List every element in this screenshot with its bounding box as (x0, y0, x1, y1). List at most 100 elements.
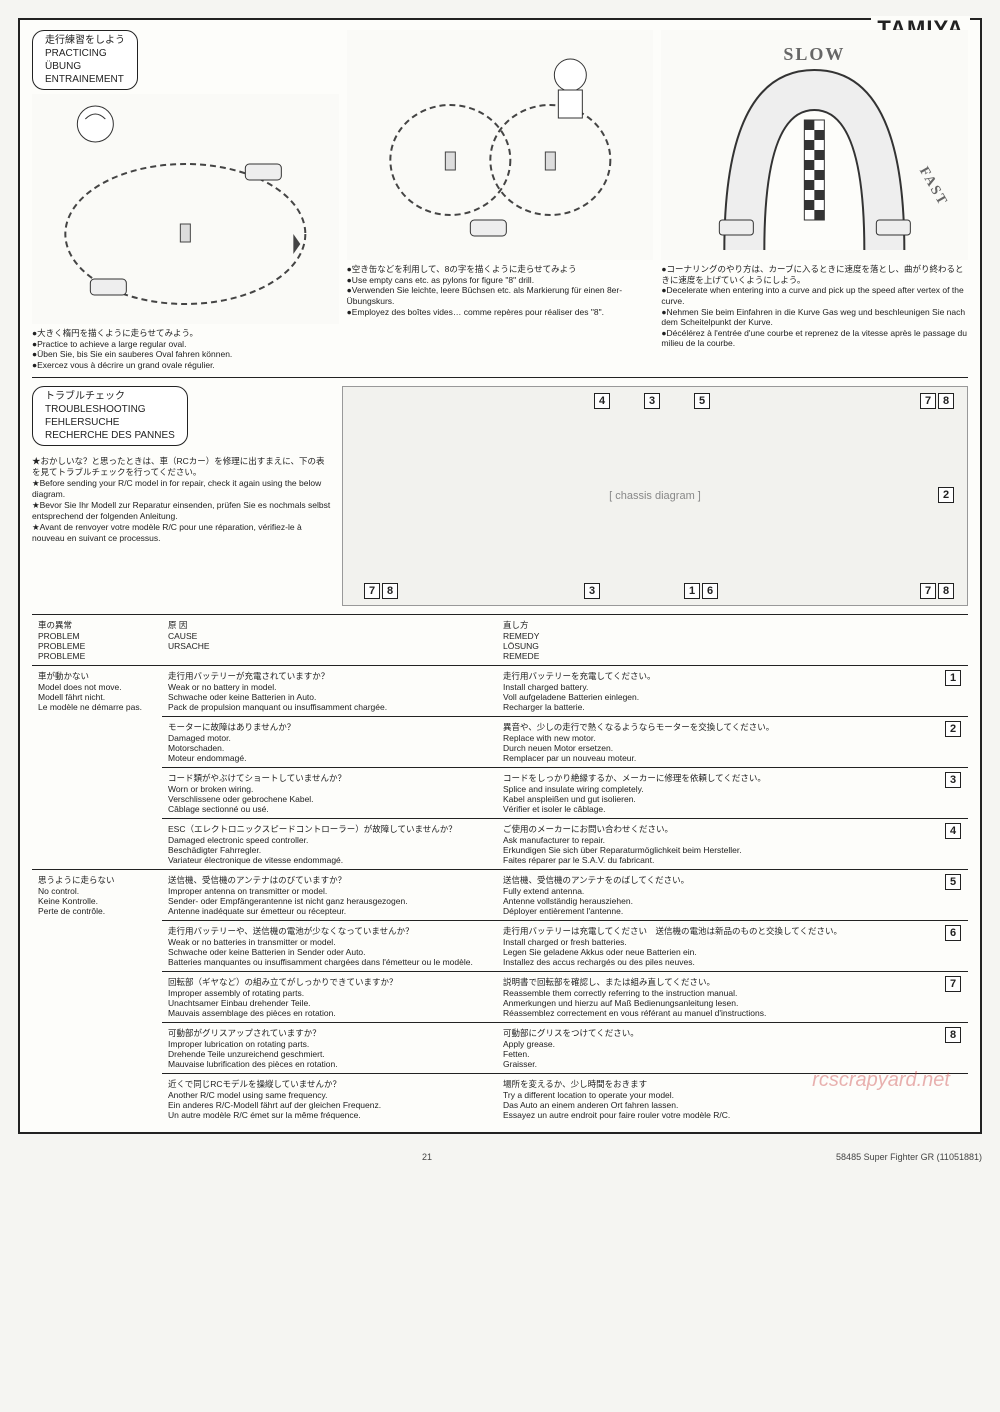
caption-line: ●空き缶などを利用して、8の字を描くように走らせてみよう (347, 264, 654, 275)
table-row: 回転部（ギヤなど）の組み立てがしっかりできていますか？Improper asse… (32, 971, 968, 1022)
caption-line: ●Use empty cans etc. as pylons for figur… (347, 275, 654, 286)
page-footer: 21 58485 Super Fighter GR (11051881) (18, 1152, 982, 1162)
remedy-cell: 可動部にグリスをつけてください。Apply grease.Fetten.Grai… (497, 1022, 938, 1073)
fast-label: FAST (916, 165, 950, 210)
remedy-cell: ご使用のメーカーにお問い合わせください。Ask manufacturer to … (497, 818, 938, 869)
slow-label: SLOW (784, 44, 846, 64)
practicing-col-1: 走行練習をしよう PRACTICING ÜBUNG ENTRAINEMENT (32, 30, 339, 371)
practicing-col-3: SLOW FAST ●コーナリングのやり方は、カーブに入るときに速度を落とし、曲… (661, 30, 968, 371)
page-number: 21 (422, 1152, 432, 1162)
ref-number-cell: 3 (938, 767, 968, 818)
diagram-ref: 1 (684, 583, 700, 599)
cause-cell: 可動部がグリスアップされていますか？Improper lubrication o… (162, 1022, 497, 1073)
practicing-col-2: ●空き缶などを利用して、8の字を描くように走らせてみよう ●Use empty … (347, 30, 654, 371)
diagram-ref: 8 (382, 583, 398, 599)
ref-number: 4 (945, 823, 961, 839)
diagram-ref: 7 (364, 583, 380, 599)
title-line: PRACTICING (45, 47, 125, 60)
diagram-ref: 7 (920, 583, 936, 599)
chassis-diagram: [ chassis diagram ] 4 3 5 7 8 7 8 3 1 6 … (342, 386, 968, 606)
cornering-illustration: SLOW FAST (661, 30, 968, 260)
header-cause: 原 因 CAUSE URSACHE (162, 614, 497, 665)
caption-line: ●Employez des boîtes vides… comme repère… (347, 307, 654, 318)
ref-number-cell: 2 (938, 716, 968, 767)
cause-cell: 走行用バッテリーが充電されていますか？Weak or no battery in… (162, 665, 497, 716)
table-row: 走行用バッテリーや、送信機の電池が少なくなっていませんか？Weak or no … (32, 920, 968, 971)
oval-drill-illustration (32, 94, 339, 324)
intro-line: ★Avant de renvoyer votre modèle R/C pour… (32, 522, 332, 544)
table-row: ESC（エレクトロニックスピードコントローラー）が故障していませんか？Damag… (32, 818, 968, 869)
remedy-cell: 異音や、少しの走行で熱くなるようならモーターを交換してください。Replace … (497, 716, 938, 767)
practicing-title: 走行練習をしよう PRACTICING ÜBUNG ENTRAINEMENT (32, 30, 138, 90)
troubleshoot-table: 車の異常 PROBLEM PROBLEME PROBLEME 原 因 CAUSE… (32, 614, 968, 1124)
header-problem: 車の異常 PROBLEM PROBLEME PROBLEME (32, 614, 162, 665)
remedy-cell: コードをしっかり絶縁するか、メーカーに修理を依頼してください。Splice an… (497, 767, 938, 818)
troubleshoot-intro: ★おかしいな？と思ったときは、車（RCカー）を修理に出すまえに、下の表を見てトラ… (32, 456, 332, 544)
intro-line: ★Before sending your R/C model in for re… (32, 478, 332, 500)
remedy-cell: 走行用バッテリーは充電してください 送信機の電池は新品のものと交換してください。… (497, 920, 938, 971)
remedy-cell: 説明書で回転部を確認し、または組み直してください。Reassemble them… (497, 971, 938, 1022)
caption-line: ●Verwenden Sie leichte, leere Büchsen et… (347, 285, 654, 306)
caption-line: ●Üben Sie, bis Sie ein sauberes Oval fah… (32, 349, 339, 360)
cause-cell: ESC（エレクトロニックスピードコントローラー）が故障していませんか？Damag… (162, 818, 497, 869)
diagram-ref: 3 (644, 393, 660, 409)
diagram-ref: 7 (920, 393, 936, 409)
problem-cell: 思うように走らないNo control.Keine Kontrolle.Pert… (32, 869, 162, 1124)
col3-caption: ●コーナリングのやり方は、カーブに入るときに速度を落とし、曲がり終わるときに速度… (661, 264, 968, 349)
ref-number-cell: 4 (938, 818, 968, 869)
remedy-cell: 走行用バッテリーを充電してください。Install charged batter… (497, 665, 938, 716)
ref-number: 5 (945, 874, 961, 890)
table-header-row: 車の異常 PROBLEM PROBLEME PROBLEME 原 因 CAUSE… (32, 614, 968, 665)
col1-caption: ●大きく楕円を描くように走らせてみよう。 ●Practice to achiev… (32, 328, 339, 371)
section-divider (32, 377, 968, 378)
diagram-ref: 8 (938, 583, 954, 599)
troubleshoot-title: トラブルチェック TROUBLESHOOTING FEHLERSUCHE REC… (32, 386, 188, 446)
ref-number-cell (938, 1073, 968, 1124)
troubleshoot-intro-block: トラブルチェック TROUBLESHOOTING FEHLERSUCHE REC… (32, 386, 332, 544)
ref-number: 8 (945, 1027, 961, 1043)
ref-number: 2 (945, 721, 961, 737)
caption-line: ●Practice to achieve a large regular ova… (32, 339, 339, 350)
ref-number: 7 (945, 976, 961, 992)
caption-line: ●Decelerate when entering into a curve a… (661, 285, 968, 306)
title-line: ÜBUNG (45, 60, 125, 73)
cause-cell: 走行用バッテリーや、送信機の電池が少なくなっていませんか？Weak or no … (162, 920, 497, 971)
title-line: TROUBLESHOOTING (45, 403, 175, 416)
ref-number: 3 (945, 772, 961, 788)
practicing-section: 走行練習をしよう PRACTICING ÜBUNG ENTRAINEMENT (32, 30, 968, 371)
ref-number: 6 (945, 925, 961, 941)
ref-number: 1 (945, 670, 961, 686)
cause-cell: 回転部（ギヤなど）の組み立てがしっかりできていますか？Improper asse… (162, 971, 497, 1022)
diagram-ref: 4 (594, 393, 610, 409)
remedy-cell: 送信機、受信機のアンテナをのばしてください。Fully extend anten… (497, 869, 938, 920)
manual-page: TAMIYA 走行練習をしよう PRACTICING ÜBUNG ENTRAIN… (18, 18, 982, 1134)
table-row: 車が動かないModel does not move.Modell fährt n… (32, 665, 968, 716)
title-line: ENTRAINEMENT (45, 73, 125, 86)
header-num (938, 614, 968, 665)
caption-line: ●Décélérez à l'entrée d'une courbe et re… (661, 328, 968, 349)
header-remedy: 直し方 REMEDY LÖSUNG REMEDE (497, 614, 938, 665)
product-code: 58485 Super Fighter GR (11051881) (836, 1152, 982, 1162)
intro-line: ★おかしいな？と思ったときは、車（RCカー）を修理に出すまえに、下の表を見てトラ… (32, 456, 332, 478)
chassis-placeholder: [ chassis diagram ] (609, 490, 701, 502)
table-body: 車が動かないModel does not move.Modell fährt n… (32, 665, 968, 1124)
cause-cell: 送信機、受信機のアンテナはのびていますか？Improper antenna on… (162, 869, 497, 920)
caption-line: ●Nehmen Sie beim Einfahren in die Kurve … (661, 307, 968, 328)
diagram-ref: 3 (584, 583, 600, 599)
cause-cell: コード類がやぶけてショートしていませんか？Worn or broken wiri… (162, 767, 497, 818)
cause-cell: モーターに故障はありませんか？Damaged motor.Motorschade… (162, 716, 497, 767)
diagram-ref: 8 (938, 393, 954, 409)
table-row: コード類がやぶけてショートしていませんか？Worn or broken wiri… (32, 767, 968, 818)
ref-number-cell: 1 (938, 665, 968, 716)
caption-line: ●大きく楕円を描くように走らせてみよう。 (32, 328, 339, 339)
table-row: 近くで同じRCモデルを操縦していませんか？Another R/C model u… (32, 1073, 968, 1124)
diagram-ref: 2 (938, 487, 954, 503)
col2-caption: ●空き缶などを利用して、8の字を描くように走らせてみよう ●Use empty … (347, 264, 654, 317)
title-line: RECHERCHE DES PANNES (45, 429, 175, 442)
troubleshoot-top: トラブルチェック TROUBLESHOOTING FEHLERSUCHE REC… (32, 386, 968, 606)
title-line: トラブルチェック (45, 390, 175, 403)
table-row: モーターに故障はありませんか？Damaged motor.Motorschade… (32, 716, 968, 767)
cause-cell: 近くで同じRCモデルを操縦していませんか？Another R/C model u… (162, 1073, 497, 1124)
figure8-illustration (347, 30, 654, 260)
caption-line: ●Exercez vous à décrire un grand ovale r… (32, 360, 339, 371)
